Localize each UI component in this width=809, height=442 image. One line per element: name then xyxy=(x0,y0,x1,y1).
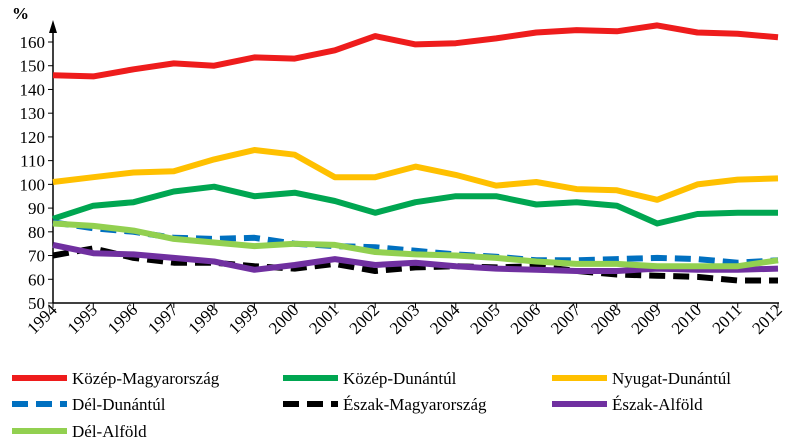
series-line-2 xyxy=(52,183,778,227)
x-tick-label: 2010 xyxy=(668,300,705,337)
y-tick-label: 100 xyxy=(20,175,46,194)
y-axis-ticks: 50 60 70 80 90 100 110 120 130 140 150 160 xyxy=(20,33,53,313)
series-lines xyxy=(52,22,779,284)
x-axis-ticks: 1994 1995 1996 1997 1998 1999 2000 2001 2002 2003… xyxy=(23,300,785,338)
legend-label-5: Észak-Magyarország xyxy=(343,395,487,414)
y-axis-arrow-icon xyxy=(49,20,57,33)
legend-label-2: Közép-Dunántúl xyxy=(343,369,457,388)
y-tick-label: 150 xyxy=(20,57,46,76)
y-tick-label: 130 xyxy=(20,104,46,123)
series-line-1 xyxy=(52,22,779,80)
y-tick-label: 110 xyxy=(20,152,45,171)
series-line-3 xyxy=(52,147,779,203)
y-tick-label: 160 xyxy=(20,33,46,52)
legend-label-1: Közép-Magyarország xyxy=(72,369,220,388)
axes: % 50 60 70 80 90 100 110 120 130 140 150 160 1994 19… xyxy=(12,4,786,338)
x-tick-label: 2005 xyxy=(466,300,503,337)
x-tick-label: 2006 xyxy=(507,300,544,337)
x-tick-label: 1998 xyxy=(184,300,221,337)
x-tick-label: 2009 xyxy=(628,300,665,337)
series-line-7 xyxy=(52,220,779,270)
y-tick-label: 70 xyxy=(28,247,45,266)
y-tick-label: 50 xyxy=(28,294,45,313)
x-tick-label: 1996 xyxy=(104,300,141,337)
y-tick-label: 120 xyxy=(20,128,46,147)
y-axis-unit-label: % xyxy=(12,4,29,23)
x-tick-label: 2008 xyxy=(587,300,624,337)
x-tick-label: 2003 xyxy=(386,300,423,337)
x-tick-label: 2012 xyxy=(748,300,785,337)
x-tick-label: 2007 xyxy=(547,300,585,338)
legend-label-4: Dél-Dunántúl xyxy=(72,395,166,414)
x-tick-label: 2011 xyxy=(709,300,746,337)
x-tick-label: 1997 xyxy=(144,300,182,338)
legend-label-6: Észak-Alföld xyxy=(612,395,703,414)
x-tick-label: 2000 xyxy=(265,300,302,337)
y-tick-label: 140 xyxy=(20,80,46,99)
x-tick-label: 2001 xyxy=(305,300,342,337)
legend: Közép-Magyarország Közép-Dunántúl Nyugat-D… xyxy=(12,369,731,441)
legend-label-3: Nyugat-Dunántúl xyxy=(612,369,731,388)
series-line-5 xyxy=(52,245,778,284)
y-tick-label: 60 xyxy=(28,270,45,289)
y-tick-label: 80 xyxy=(28,223,45,242)
y-tick-label: 90 xyxy=(28,199,45,218)
x-tick-label: 1999 xyxy=(225,300,262,337)
x-tick-label: 2002 xyxy=(346,300,383,337)
x-tick-label: 1995 xyxy=(64,300,101,337)
x-tick-label: 2004 xyxy=(426,300,464,338)
legend-label-7: Dél-Alföld xyxy=(72,422,147,441)
